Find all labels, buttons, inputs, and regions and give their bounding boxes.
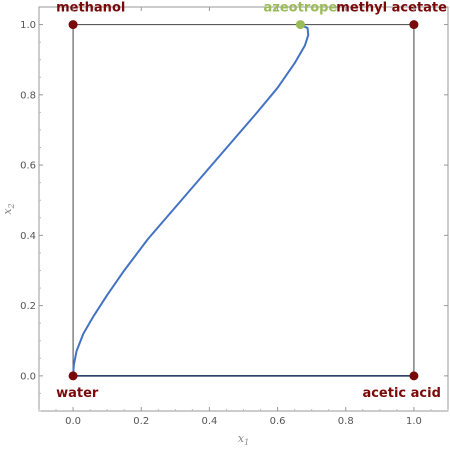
corner-label: methyl acetate <box>336 1 447 16</box>
plot-frame <box>38 6 449 412</box>
x-tick-label: 0.4 <box>201 416 217 427</box>
corner-point <box>68 371 78 381</box>
x-tick-label: 1.0 <box>406 416 422 427</box>
corner-point <box>409 371 419 381</box>
x-tick-label: 0.2 <box>133 416 149 427</box>
y-tick-label: 0.2 <box>20 301 36 312</box>
residue-curve-line <box>72 23 310 377</box>
x-tick-label: 0.0 <box>65 416 81 427</box>
x-tick-label: 0.8 <box>338 416 354 427</box>
y-tick-label: 0.6 <box>20 161 36 172</box>
y-tick-label: 1.0 <box>20 20 36 31</box>
composition-square <box>72 24 415 377</box>
azeotrope-point <box>295 20 305 30</box>
corner-label: acetic acid <box>362 386 440 401</box>
azeotrope-label: azeotrope <box>264 1 338 16</box>
y-tick-label: 0.8 <box>20 90 36 101</box>
corner-point <box>409 20 419 30</box>
y-tick-label: 0.0 <box>20 371 36 382</box>
x-tick-label: 0.6 <box>270 416 286 427</box>
y-axis-title: x2 <box>1 203 16 214</box>
x-axis-title: x1 <box>238 432 249 447</box>
y-tick-label: 0.4 <box>20 231 36 242</box>
corner-label: methanol <box>56 1 125 16</box>
corner-point <box>68 20 78 30</box>
corner-label: water <box>56 386 99 401</box>
